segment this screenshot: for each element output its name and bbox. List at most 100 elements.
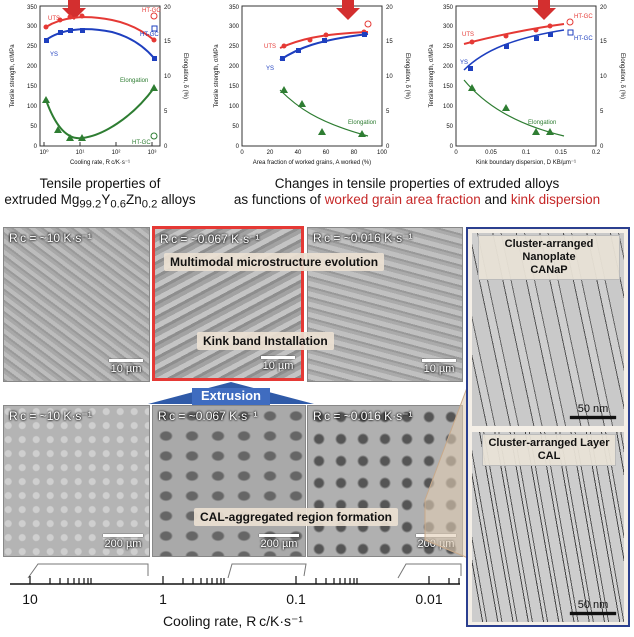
svg-text:0: 0: [454, 150, 458, 156]
x-tick: 10¹: [76, 150, 85, 156]
svg-text:Elongation: Elongation: [528, 120, 556, 126]
svg-text:200: 200: [27, 64, 38, 70]
svg-text:UTS: UTS: [48, 16, 60, 22]
svg-text:10: 10: [600, 74, 607, 80]
svg-text:5: 5: [164, 109, 168, 115]
svg-text:0.1: 0.1: [522, 150, 531, 156]
svg-text:300: 300: [27, 24, 38, 30]
svg-text:50: 50: [30, 124, 37, 130]
svg-text:350: 350: [229, 5, 240, 11]
svg-text:350: 350: [443, 5, 454, 11]
svg-text:150: 150: [229, 84, 240, 90]
scale-bar: 10 µm: [261, 356, 295, 372]
label-kink-band: Kink band Installation: [197, 332, 334, 350]
svg-text:15: 15: [600, 39, 607, 45]
svg-text:UTS: UTS: [462, 32, 474, 38]
svg-text:0.05: 0.05: [485, 150, 497, 156]
scale-bar: 50 nm: [570, 599, 616, 616]
svg-text:100: 100: [27, 104, 38, 110]
x-axis-label: Cooling rate, R c/K·s⁻¹: [70, 160, 130, 166]
cooling-rate-axis: 10 1 0.1 0.01 Cooling rate, R c/K·s⁻¹: [0, 560, 466, 632]
tem-canap: Cluster-arranged Nanoplate CANaP 50 nm: [472, 233, 624, 426]
svg-text:40: 40: [295, 150, 302, 156]
svg-text:20: 20: [600, 5, 607, 11]
label-multimodal: Multimodal microstructure evolution: [164, 253, 385, 271]
ys-curve: [279, 33, 369, 61]
svg-text:0: 0: [34, 144, 38, 150]
svg-text:YS: YS: [460, 60, 468, 66]
scale-bar: 200 µm: [103, 534, 143, 550]
axis-label: Cooling rate, R c/K·s⁻¹: [163, 613, 303, 629]
svg-text:0: 0: [240, 150, 244, 156]
svg-text:150: 150: [443, 84, 454, 90]
svg-text:250: 250: [27, 44, 38, 50]
svg-text:50: 50: [232, 124, 239, 130]
svg-text:150: 150: [27, 84, 38, 90]
x-axis-label: Kink boundary dispersion, D KB/µm⁻¹: [476, 160, 576, 166]
svg-text:YS: YS: [50, 52, 58, 58]
zoom-wedge: [424, 384, 469, 559]
svg-text:Elongation, δ (%): Elongation, δ (%): [619, 53, 625, 99]
svg-text:YS: YS: [266, 66, 274, 72]
svg-text:0: 0: [164, 144, 168, 150]
svg-text:15: 15: [386, 39, 393, 45]
svg-text:200: 200: [229, 64, 240, 70]
chart-worked-grains: 0 20 40 60 80 100 Area fraction of worke…: [208, 0, 418, 170]
svg-text:80: 80: [351, 150, 358, 156]
svg-text:HT-GC: HT-GC: [132, 140, 151, 146]
micrograph-top-2: R c = ~0.067 K·s⁻¹ 10 µm: [152, 226, 304, 381]
chart-kink-dispersion: 0 0.05 0.1 0.15 0.2 Kink boundary disper…: [424, 0, 632, 170]
y-axis-label-left: Tensile strength, σ/MPa: [10, 44, 16, 108]
tem-cal: Cluster-arranged Layer CAL 50 nm: [472, 432, 624, 622]
svg-text:10: 10: [164, 74, 171, 80]
svg-text:200: 200: [443, 64, 454, 70]
svg-text:Tensile strength, σ/MPa: Tensile strength, σ/MPa: [429, 44, 435, 108]
svg-text:Tensile strength, σ/MPa: Tensile strength, σ/MPa: [214, 44, 220, 108]
svg-text:300: 300: [229, 24, 240, 30]
x-axis-label: Area fraction of worked grains, A worked…: [253, 160, 371, 166]
svg-text:100: 100: [443, 104, 454, 110]
extrusion-arrow: Extrusion: [148, 380, 314, 408]
svg-text:250: 250: [229, 44, 240, 50]
axis-tick-label: 10: [22, 591, 38, 607]
axis-tick-label: 0.1: [286, 591, 306, 607]
svg-text:20: 20: [386, 5, 393, 11]
x-tick: 10²: [112, 150, 121, 156]
svg-text:10: 10: [386, 74, 393, 80]
svg-text:HT-GC: HT-GC: [142, 8, 161, 14]
svg-text:100: 100: [229, 104, 240, 110]
svg-text:0: 0: [386, 144, 390, 150]
svg-text:0: 0: [600, 144, 604, 150]
svg-text:60: 60: [323, 150, 330, 156]
svg-text:100: 100: [377, 150, 388, 156]
micrograph-bottom-2: R c = ~0.067 K·s⁻¹ 200 µm: [152, 405, 306, 557]
svg-text:20: 20: [164, 5, 171, 11]
svg-text:5: 5: [600, 109, 604, 115]
elongation-curve: [279, 89, 369, 137]
svg-text:Elongation: Elongation: [348, 120, 376, 126]
svg-text:300: 300: [443, 24, 454, 30]
svg-text:HT-GC: HT-GC: [574, 36, 593, 42]
caption-changes: Changes in tensile properties of extrude…: [233, 176, 601, 207]
svg-text:20: 20: [267, 150, 274, 156]
scale-bar: 10 µm: [109, 359, 143, 375]
svg-text:250: 250: [443, 44, 454, 50]
scale-bar: 10 µm: [422, 359, 456, 375]
caption-tensile-properties: Tensile properties of extruded Mg99.2Y0.…: [4, 176, 196, 211]
axis-tick-label: 0.01: [415, 591, 442, 607]
svg-text:0: 0: [236, 144, 240, 150]
svg-text:HT-GC: HT-GC: [574, 14, 593, 20]
svg-text:HT-GC: HT-GC: [140, 32, 159, 38]
micrograph-top-3: R c = ~0.016 K·s⁻¹ 10 µm: [307, 227, 463, 382]
svg-text:UTS: UTS: [264, 44, 276, 50]
svg-text:15: 15: [164, 39, 171, 45]
y-axis-label-right: Elongation, δ (%): [182, 53, 188, 99]
tem-frame: Cluster-arranged Nanoplate CANaP 50 nm Cl…: [466, 227, 630, 627]
svg-text:0.2: 0.2: [592, 150, 601, 156]
axis-tick-label: 1: [159, 591, 167, 607]
micrograph-top-1: R c = ~10 K·s⁻¹ 10 µm: [3, 227, 150, 382]
svg-text:0.15: 0.15: [555, 150, 567, 156]
red-arrow-icon: [532, 0, 556, 20]
x-tick: 10³: [148, 150, 157, 156]
label-cal-region: CAL-aggregated region formation: [194, 508, 399, 526]
